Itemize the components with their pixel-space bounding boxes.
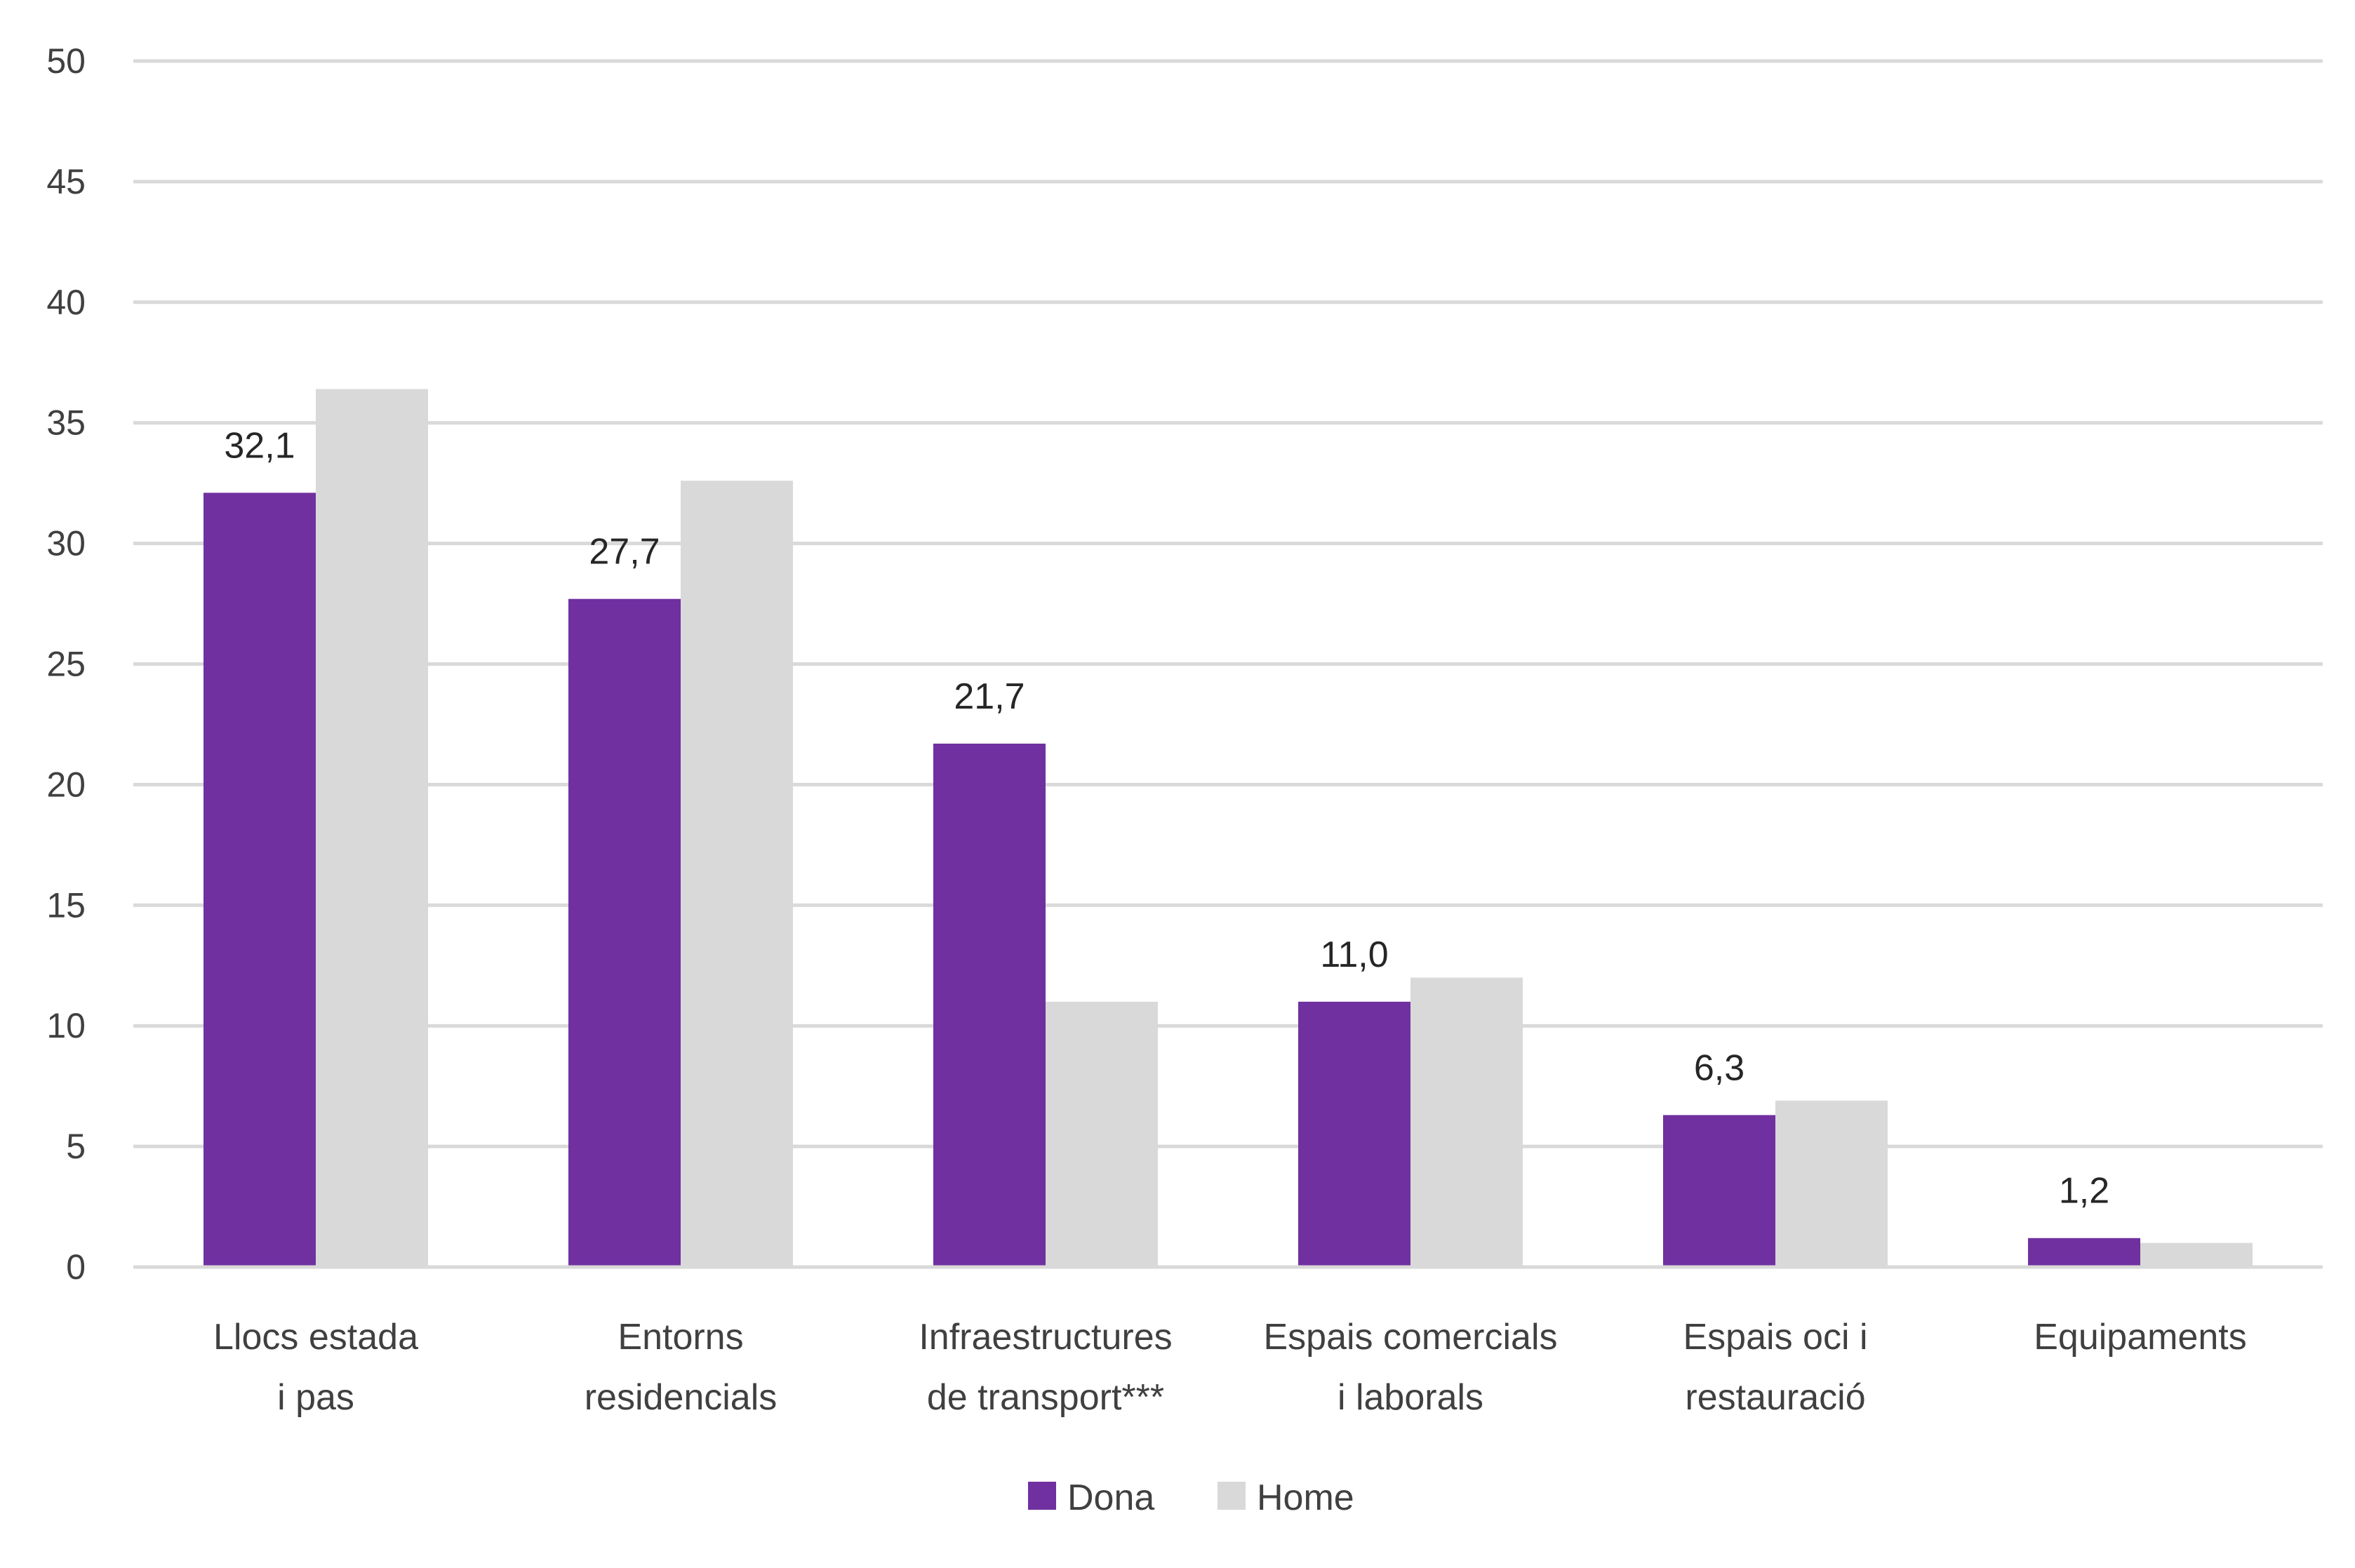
y-tick-label: 45	[46, 162, 86, 201]
bar-home	[2140, 1242, 2253, 1267]
bar-home	[1410, 977, 1523, 1267]
data-label: 6,3	[1694, 1047, 1744, 1088]
category-label: i laborals	[1337, 1377, 1483, 1418]
y-tick-label: 40	[46, 283, 86, 322]
category-label: de transport***	[927, 1377, 1164, 1418]
y-tick-label: 15	[46, 885, 86, 925]
data-label: 32,1	[224, 425, 295, 466]
y-tick-label: 35	[46, 403, 86, 443]
category-label: Infraestructures	[919, 1317, 1172, 1358]
legend-swatch-home	[1217, 1482, 1246, 1510]
bar-dona	[204, 492, 316, 1267]
bar-home	[681, 481, 793, 1268]
category-label: Entorns	[618, 1317, 743, 1358]
y-tick-label: 25	[46, 645, 86, 684]
category-label: Espais comercials	[1263, 1317, 1557, 1358]
bar-dona	[568, 598, 681, 1267]
category-label: residencials	[585, 1377, 778, 1418]
legend-label-dona: Dona	[1067, 1477, 1154, 1518]
legend-label-home: Home	[1257, 1477, 1354, 1518]
bar-dona	[2028, 1238, 2140, 1267]
y-tick-label: 5	[66, 1127, 86, 1166]
y-tick-label: 10	[46, 1006, 86, 1045]
bars	[204, 389, 2253, 1268]
category-label: Llocs estada	[213, 1317, 418, 1358]
bar-dona	[1663, 1115, 1775, 1267]
legend: Dona Home	[1028, 1477, 1354, 1518]
bar-home	[1046, 1001, 1158, 1267]
y-tick-label: 50	[46, 41, 86, 81]
legend-swatch-dona	[1028, 1482, 1056, 1510]
bar-dona	[933, 743, 1046, 1267]
y-axis-ticks: 0 5 10 15 20 25 30 35 40 45 50	[46, 41, 86, 1287]
category-label: Espais oci i	[1683, 1317, 1868, 1358]
category-label: restauració	[1685, 1377, 1865, 1418]
category-labels: Llocs estada i pas Entorns residencials Infr…	[213, 1317, 2247, 1418]
category-label: Equipaments	[2034, 1317, 2247, 1358]
bar-home	[316, 389, 428, 1267]
data-label: 11,0	[1320, 934, 1388, 975]
data-label: 21,7	[954, 676, 1025, 717]
data-label: 27,7	[589, 532, 660, 572]
bar-home	[1775, 1100, 1888, 1267]
gridlines	[133, 59, 2323, 1148]
y-tick-label: 30	[46, 524, 86, 563]
data-labels: 32,1 27,7 21,7 11,0 6,3 1,2	[224, 425, 2109, 1211]
category-label: i pas	[277, 1377, 354, 1418]
bar-dona	[1298, 1001, 1410, 1267]
y-tick-label: 20	[46, 765, 86, 804]
data-label: 1,2	[2059, 1171, 2109, 1212]
y-tick-label: 0	[66, 1247, 86, 1287]
